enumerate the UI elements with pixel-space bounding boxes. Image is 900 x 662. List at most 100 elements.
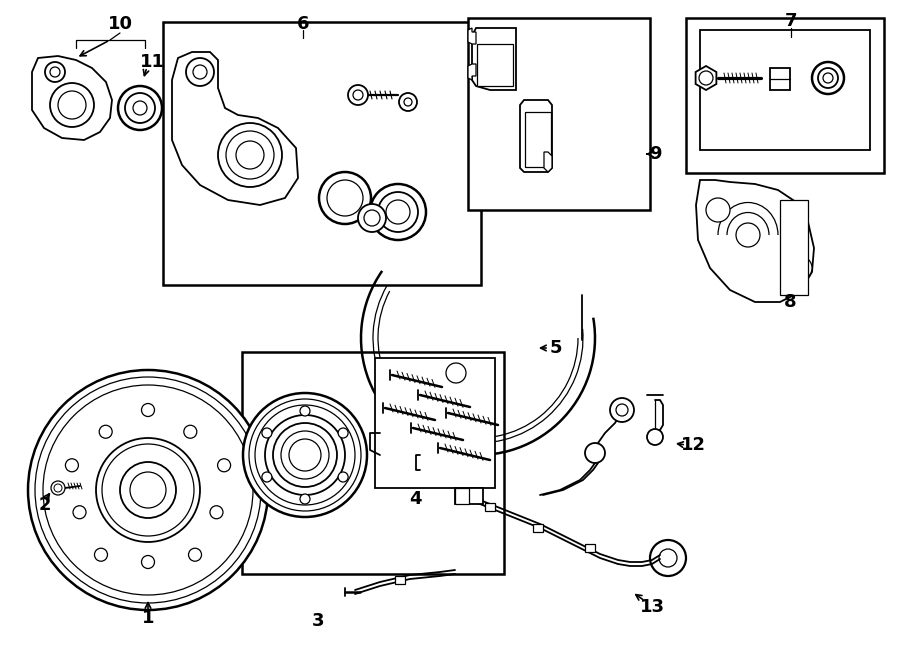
Circle shape	[186, 58, 214, 86]
Bar	[163, 22, 481, 285]
Polygon shape	[544, 152, 552, 172]
Circle shape	[226, 131, 274, 179]
Circle shape	[45, 62, 65, 82]
Text: 6: 6	[297, 15, 310, 33]
Bar	[485, 503, 495, 511]
Circle shape	[610, 398, 634, 422]
Text: 13: 13	[640, 598, 664, 616]
Polygon shape	[32, 56, 112, 140]
Circle shape	[647, 429, 663, 445]
Circle shape	[54, 484, 62, 492]
Circle shape	[399, 93, 417, 111]
Circle shape	[262, 428, 272, 438]
Text: 9: 9	[649, 145, 662, 163]
Polygon shape	[696, 180, 814, 302]
Polygon shape	[172, 52, 298, 205]
Circle shape	[249, 399, 361, 511]
Bar	[525, 112, 551, 167]
Text: 1: 1	[142, 609, 154, 627]
Circle shape	[300, 406, 310, 416]
Text: 12: 12	[680, 436, 706, 454]
Circle shape	[823, 73, 833, 83]
Bar	[375, 358, 495, 488]
Bar	[455, 488, 483, 504]
Circle shape	[210, 506, 223, 519]
Bar	[585, 544, 595, 552]
Circle shape	[255, 405, 355, 505]
Polygon shape	[468, 64, 476, 80]
Circle shape	[218, 459, 230, 472]
Circle shape	[319, 172, 371, 224]
Circle shape	[300, 494, 310, 504]
Text: 8: 8	[784, 293, 796, 311]
Circle shape	[51, 481, 65, 495]
Circle shape	[118, 86, 162, 130]
Circle shape	[218, 123, 282, 187]
Bar	[242, 352, 504, 574]
Polygon shape	[468, 28, 476, 44]
Circle shape	[788, 256, 812, 280]
Circle shape	[243, 393, 367, 517]
Bar	[770, 68, 790, 90]
Circle shape	[289, 439, 321, 471]
Bar	[780, 200, 808, 295]
Circle shape	[28, 370, 268, 610]
Circle shape	[706, 198, 730, 222]
Bar	[533, 524, 543, 532]
Circle shape	[338, 428, 348, 438]
Circle shape	[193, 65, 207, 79]
Circle shape	[35, 377, 261, 603]
Circle shape	[616, 404, 628, 416]
Circle shape	[141, 555, 155, 569]
Text: 4: 4	[409, 490, 421, 508]
Circle shape	[262, 472, 272, 482]
Bar	[700, 30, 870, 150]
Circle shape	[358, 204, 386, 232]
Circle shape	[370, 184, 426, 240]
Polygon shape	[520, 100, 552, 172]
Bar	[686, 18, 884, 173]
Circle shape	[99, 425, 112, 438]
Circle shape	[96, 438, 200, 542]
Circle shape	[130, 472, 166, 508]
Circle shape	[50, 67, 60, 77]
Circle shape	[364, 210, 380, 226]
Circle shape	[43, 385, 253, 595]
Circle shape	[66, 459, 78, 472]
Circle shape	[353, 90, 363, 100]
Circle shape	[699, 71, 713, 85]
Circle shape	[386, 200, 410, 224]
Circle shape	[265, 415, 345, 495]
Circle shape	[94, 548, 107, 561]
Circle shape	[141, 404, 155, 416]
Circle shape	[273, 423, 337, 487]
Circle shape	[120, 462, 176, 518]
Text: 10: 10	[107, 15, 132, 33]
Text: 2: 2	[39, 496, 51, 514]
Text: 7: 7	[785, 12, 797, 30]
Circle shape	[184, 425, 197, 438]
Bar	[468, 18, 650, 210]
Circle shape	[236, 141, 264, 169]
Polygon shape	[472, 28, 516, 90]
Circle shape	[188, 548, 202, 561]
Circle shape	[348, 85, 368, 105]
Circle shape	[812, 62, 844, 94]
Bar	[455, 488, 469, 504]
Circle shape	[446, 363, 466, 383]
Circle shape	[327, 180, 363, 216]
Bar	[395, 576, 405, 584]
Circle shape	[50, 83, 94, 127]
Text: 3: 3	[311, 612, 324, 630]
Circle shape	[818, 68, 838, 88]
Text: 11: 11	[140, 53, 165, 71]
Polygon shape	[696, 66, 716, 90]
Circle shape	[102, 444, 194, 536]
Bar	[477, 44, 513, 86]
Circle shape	[73, 506, 86, 519]
Circle shape	[404, 98, 412, 106]
Circle shape	[133, 101, 147, 115]
Circle shape	[58, 91, 86, 119]
Text: 5: 5	[550, 339, 562, 357]
Circle shape	[585, 443, 605, 463]
